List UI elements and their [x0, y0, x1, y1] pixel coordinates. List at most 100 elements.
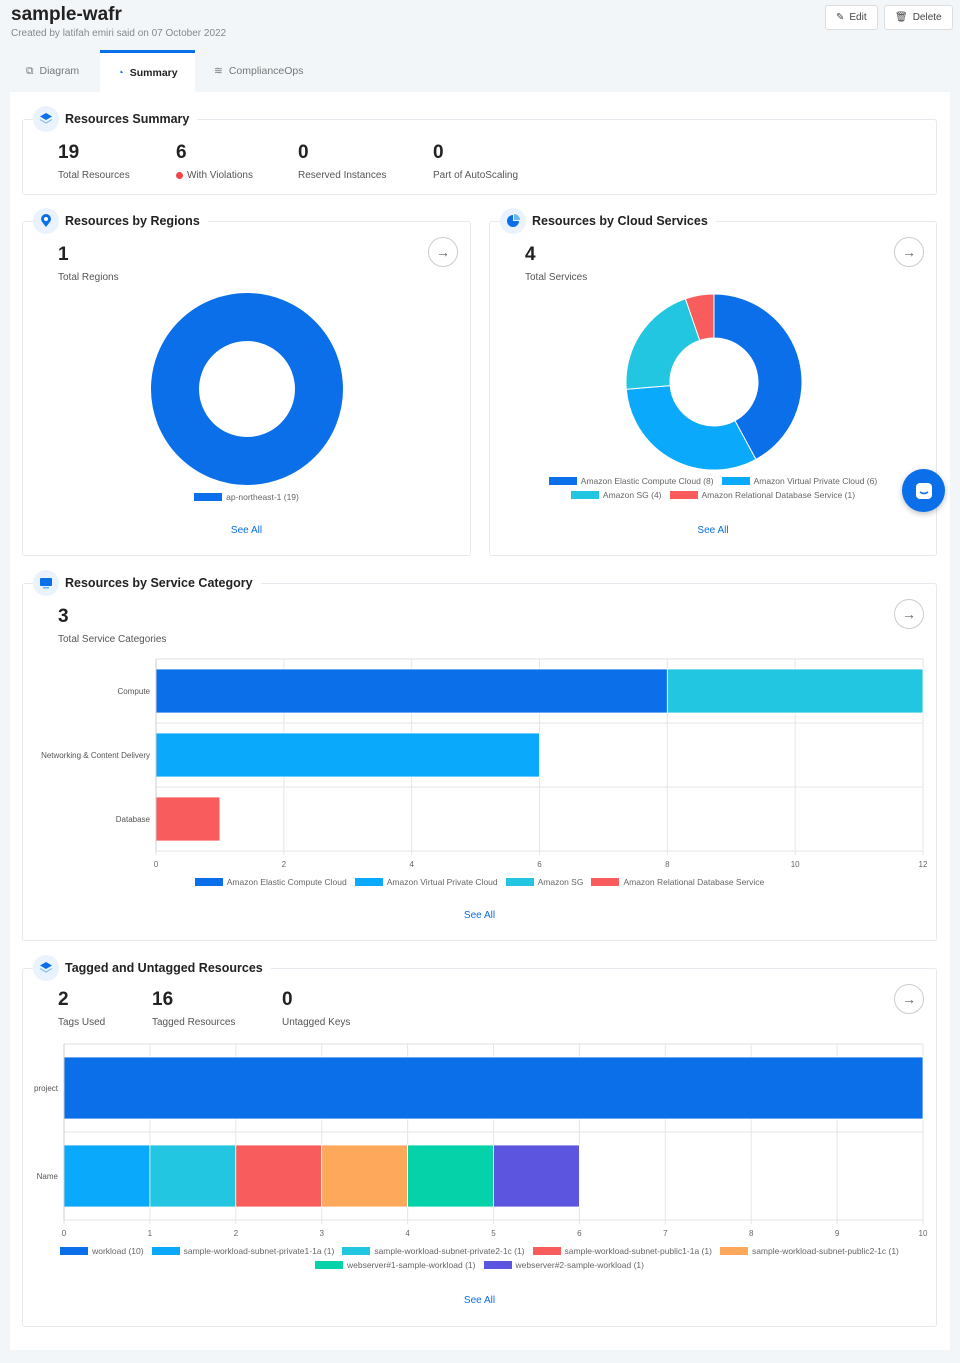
legend-item[interactable]: Amazon SG (4) [570, 490, 662, 500]
tab-complianceops[interactable]: ≋ ComplianceOps [200, 50, 318, 92]
edit-button[interactable]: ✎ Edit [825, 5, 878, 30]
stat-label: With Violations [187, 170, 253, 181]
arrow-right-icon[interactable]: → [894, 237, 924, 267]
legend-label: Amazon Relational Database Service [623, 877, 765, 887]
trash-icon: 🗑 [895, 12, 908, 23]
stat-value: 3 [58, 606, 69, 627]
tab-summary[interactable]: ◔ Summary [100, 50, 195, 92]
bar-segment[interactable] [493, 1144, 580, 1208]
legend-swatch [342, 1247, 371, 1255]
card-title: Resources by Cloud Services [500, 208, 716, 234]
legend-swatch [315, 1261, 343, 1269]
stat-label: Reserved Instances [298, 170, 387, 181]
card-title-text: Resources Summary [65, 112, 190, 126]
delete-button[interactable]: 🗑 Delete [884, 5, 953, 30]
stat-label: Tags Used [58, 1017, 106, 1028]
legend-label: Amazon Virtual Private Cloud [386, 877, 498, 887]
donut-slice[interactable] [626, 298, 701, 390]
legend-item[interactable]: Amazon Relational Database Service (1) [669, 490, 855, 500]
y-category-label: Name [37, 1172, 59, 1181]
see-all-link[interactable]: See All [230, 525, 263, 536]
stat-value: 4 [525, 244, 536, 265]
y-category-label: Compute [118, 687, 151, 696]
chat-widget-button[interactable] [902, 469, 945, 512]
stat-total-services: 4 Total Services [525, 244, 587, 283]
legend-item[interactable]: Amazon Elastic Compute Cloud [194, 877, 347, 887]
stat-value: 0 [282, 989, 293, 1010]
legend-item[interactable]: Amazon Virtual Private Cloud (6) [721, 476, 877, 486]
regions-card: Resources by Regions 1 Total Regions → ap… [22, 208, 471, 556]
service-category-card: Resources by Service Category 3 Total Ser… [22, 570, 937, 941]
arrow-right-icon[interactable]: → [894, 984, 924, 1014]
bar-segment[interactable] [321, 1144, 409, 1208]
donut-slice[interactable] [684, 294, 715, 342]
tab-label: Summary [129, 66, 178, 79]
regions-donut-chart [151, 293, 343, 485]
legend-item[interactable]: Amazon SG [505, 877, 584, 887]
legend-swatch [194, 493, 223, 501]
stat-autoscaling: 0 Part of AutoScaling [433, 142, 518, 181]
legend-item[interactable]: sample-workload-subnet-public1-1a (1) [532, 1246, 712, 1256]
legend-swatch [669, 491, 698, 499]
legend-swatch [151, 1247, 180, 1255]
bar-segment[interactable] [63, 1144, 151, 1208]
legend-swatch [570, 491, 599, 499]
bar-segment[interactable] [155, 668, 668, 714]
stat-label: Part of AutoScaling [433, 170, 519, 181]
legend-item[interactable]: Amazon Relational Database Service [591, 877, 764, 887]
x-tick-label: 5 [491, 1229, 496, 1238]
see-all-link[interactable]: See All [697, 525, 729, 536]
donut-slice[interactable] [713, 294, 802, 461]
page-subtitle: Created by latifah emiri said on 07 Octo… [11, 28, 227, 39]
legend-label: webserver#1-sample-workload (1) [347, 1260, 476, 1270]
stat-label: Total Service Categories [58, 634, 167, 645]
bar-segment[interactable] [407, 1144, 494, 1208]
tab-label: ComplianceOps [228, 65, 304, 77]
legend-item[interactable]: webserver#1-sample-workload (1) [315, 1260, 476, 1270]
see-all-link[interactable]: See All [463, 910, 496, 921]
stat-tagged-resources: 16 Tagged Resources [152, 989, 235, 1028]
legend-item[interactable]: workload (10) [60, 1246, 144, 1256]
tab-diagram[interactable]: ⧉ Diagram [12, 50, 93, 92]
stat-value: 1 [58, 244, 69, 265]
bar-segment[interactable] [63, 1056, 924, 1120]
service-category-bar-chart: 0 2 4 6 8 10 12 Compute Networking & Content Del… [41, 658, 928, 869]
legend-label: Amazon SG [537, 877, 584, 887]
layers-icon [33, 955, 59, 981]
donut-slice[interactable] [626, 385, 757, 470]
stat-label: Total Resources [58, 170, 130, 181]
card-title: Resources by Service Category [33, 570, 261, 596]
x-tick-label: 2 [282, 860, 287, 869]
x-tick-label: 8 [665, 860, 670, 869]
cloud-services-legend: Amazon Elastic Compute Cloud (8) Amazon V… [490, 476, 936, 500]
legend-item[interactable]: sample-workload-subnet-private1-1a (1) [151, 1246, 334, 1256]
legend-swatch [548, 477, 577, 485]
legend-swatch [532, 1247, 561, 1255]
stat-value: 0 [298, 142, 309, 163]
legend-item[interactable]: ap-northeast-1 (19) [194, 492, 299, 502]
bar-segment[interactable] [155, 732, 540, 778]
see-all-link[interactable]: See All [463, 1295, 496, 1306]
stat-value: 0 [433, 142, 444, 163]
bar-segment[interactable] [235, 1144, 323, 1208]
legend-item[interactable]: sample-workload-subnet-public2-1c (1) [719, 1246, 899, 1256]
donut-slice[interactable] [151, 293, 343, 485]
arrow-right-icon[interactable]: → [894, 599, 924, 629]
legend-item[interactable]: sample-workload-subnet-private2-1c (1) [342, 1246, 525, 1256]
legend-item[interactable]: Amazon Virtual Private Cloud [354, 877, 498, 887]
card-title: Resources Summary [33, 106, 198, 132]
legend-label: Amazon Elastic Compute Cloud [226, 877, 347, 887]
legend-swatch [60, 1247, 89, 1255]
stat-value: 16 [152, 989, 174, 1010]
legend-item[interactable]: Amazon Elastic Compute Cloud (8) [548, 476, 714, 486]
stat-label: Total Regions [58, 272, 119, 283]
legend-item[interactable]: webserver#2-sample-workload (1) [483, 1260, 644, 1270]
tags-bar-chart: 0 1 2 3 4 5 6 7 8 9 10 project Name [34, 1043, 928, 1238]
bar-segment[interactable] [666, 668, 924, 714]
y-category-label: Database [116, 815, 151, 824]
arrow-right-icon[interactable]: → [428, 237, 458, 267]
bar-segment[interactable] [155, 796, 221, 842]
bar-segment[interactable] [149, 1144, 237, 1208]
card-title: Tagged and Untagged Resources [33, 955, 271, 981]
stat-total-resources: 19 Total Resources [58, 142, 130, 181]
